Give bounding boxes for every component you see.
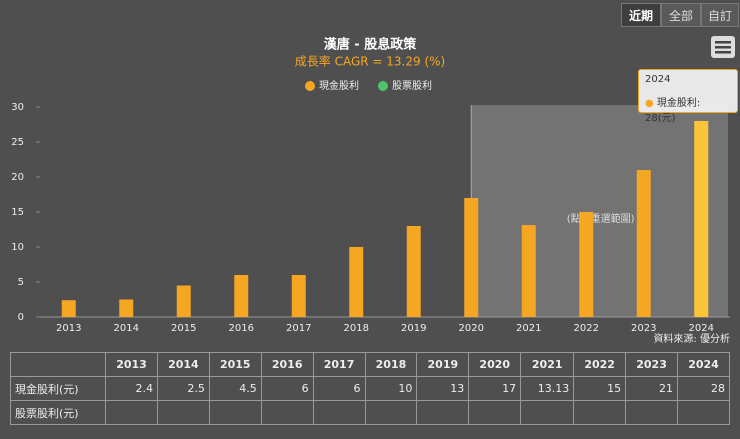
y-tick-label: 25 (11, 137, 24, 148)
table-cell (625, 400, 678, 425)
table-cell: 6 (312, 376, 366, 401)
x-tick-label: 2013 (56, 323, 81, 334)
chart: 漢唐 - 股息政策 成長率 CAGR = 13.29 (%) 資料來源: 優分析… (11, 36, 735, 345)
table-row-label: 現金股利(元) (9, 376, 107, 401)
y-tick-label: 0 (18, 312, 24, 323)
y-tick-label: 10 (11, 242, 24, 253)
table-cell (312, 400, 366, 425)
table-header-row: 2013 2014 2015 2016 2017 2018 2019 2020 2021 2022… (9, 352, 730, 377)
table-header-cell: 2024 (677, 352, 730, 377)
tooltip-label: 現金股利: 28(元) (645, 98, 701, 124)
table-header-cell: 2015 (208, 352, 262, 377)
bar (234, 275, 249, 317)
table-row: 現金股利(元) 2.4 2.5 4.5 6 6 10 13 17 13.13 15 21 28 (9, 376, 730, 401)
table-cell: 6 (260, 376, 314, 401)
menu-icon[interactable] (711, 36, 735, 58)
table-header-cell: 2013 (105, 352, 158, 377)
tooltip-row: ● 現金股利: 28(元) (645, 94, 731, 124)
y-tick-label: 20 (11, 172, 24, 183)
data-table: 2013 2014 2015 2016 2017 2018 2019 2020 2021 2022… (9, 352, 730, 425)
bar (636, 170, 651, 317)
x-tick-label: 2017 (286, 323, 311, 334)
bar (291, 275, 306, 317)
x-tick-label: 2022 (574, 323, 599, 334)
table-header-cell: 2019 (416, 352, 470, 377)
menu-line (715, 51, 731, 54)
table-header-cell: 2023 (625, 352, 678, 377)
x-tick-label: 2019 (401, 323, 426, 334)
table-cell (677, 400, 730, 425)
table-cell: 4.5 (208, 376, 262, 401)
table-cell (208, 400, 262, 425)
tooltip-marker: ● (645, 98, 654, 109)
x-tick-label: 2018 (344, 323, 369, 334)
bar (694, 121, 709, 317)
bar (176, 285, 191, 317)
table-cell: 2.5 (156, 376, 210, 401)
bar (406, 226, 421, 317)
bar (579, 212, 594, 317)
source-note: 資料來源: 優分析 (653, 332, 730, 345)
table-header-cell: 2022 (573, 352, 627, 377)
table-cell (156, 400, 210, 425)
range-button[interactable]: 全部 (661, 3, 701, 27)
y-tick-label: 15 (11, 207, 24, 218)
x-tick-label: 2020 (459, 323, 484, 334)
legend-marker (378, 81, 388, 91)
chart-title: 漢唐 - 股息政策 (324, 37, 417, 53)
legend-label: 現金股利 (319, 79, 359, 92)
table-cell (260, 400, 314, 425)
bar (61, 300, 76, 317)
table-cell: 10 (364, 376, 418, 401)
table-header-cell: 2017 (312, 352, 366, 377)
selection-range (471, 105, 728, 317)
table-row: 股票股利(元) (9, 400, 730, 425)
table-cell (520, 400, 575, 425)
menu-line (715, 41, 731, 44)
table-cell: 21 (625, 376, 678, 401)
table-cell (468, 400, 522, 425)
menu-line (715, 46, 731, 49)
legend-marker (305, 81, 315, 91)
x-tick-label: 2016 (229, 323, 254, 334)
x-tick-label: 2014 (114, 323, 139, 334)
x-tick-label: 2023 (631, 323, 656, 334)
bar (464, 198, 479, 317)
table-cell: 15 (573, 376, 627, 401)
tooltip: 2024 ● 現金股利: 28(元) (638, 69, 738, 124)
table-cell (105, 400, 158, 425)
bar (521, 225, 536, 317)
table-corner (9, 352, 107, 377)
table-header-cell: 2021 (520, 352, 575, 377)
range-button[interactable]: 自訂 (701, 3, 739, 27)
table-cell: 28 (677, 376, 730, 401)
table-header-cell: 2018 (364, 352, 418, 377)
chart-subtitle: 成長率 CAGR = 13.29 (%) (295, 54, 445, 69)
table-cell: 13.13 (520, 376, 575, 401)
y-tick-label: 5 (18, 277, 24, 288)
legend-label: 股票股利 (392, 80, 432, 92)
x-tick-label: 2024 (689, 323, 714, 334)
selection-hint: (點擊重選範圍) (567, 212, 635, 225)
x-tick-label: 2021 (516, 323, 541, 334)
bar (349, 247, 364, 317)
table-cell (416, 400, 470, 425)
table-cell: 17 (468, 376, 522, 401)
table-row-label: 股票股利(元) (9, 400, 107, 425)
range-button[interactable]: 近期 (621, 3, 661, 27)
table-header-cell: 2020 (468, 352, 522, 377)
table-cell: 13 (416, 376, 470, 401)
table-cell: 2.4 (105, 376, 158, 401)
table-cell (573, 400, 627, 425)
tooltip-title: 2024 (645, 74, 671, 85)
y-tick-label: 30 (11, 102, 24, 113)
table-header-cell: 2014 (156, 352, 210, 377)
table-header-cell: 2016 (260, 352, 314, 377)
x-tick-label: 2015 (171, 323, 196, 334)
bar (119, 299, 134, 317)
table-cell (364, 400, 418, 425)
